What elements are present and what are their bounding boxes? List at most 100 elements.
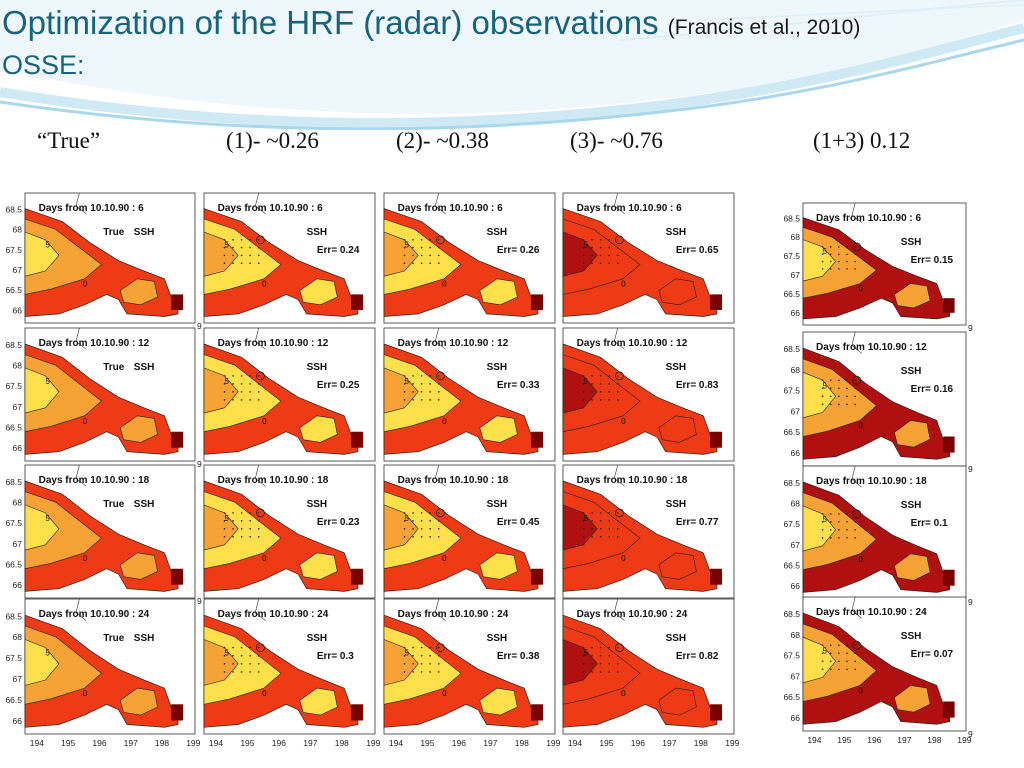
obs-dot bbox=[403, 399, 406, 401]
obs-dot bbox=[403, 262, 406, 265]
obs-dot bbox=[257, 399, 260, 401]
y-tick-label: 68 bbox=[13, 361, 23, 371]
y-tick-label: 67.5 bbox=[783, 519, 800, 529]
x-tick-label: 199 bbox=[546, 738, 560, 748]
panel-header: Days from 10.10.90 : 24 bbox=[816, 607, 927, 618]
panel-variable-label: SSH bbox=[487, 227, 508, 238]
obs-dot bbox=[412, 536, 414, 538]
obs-dot bbox=[838, 253, 840, 256]
obs-dot bbox=[608, 528, 610, 530]
y-tick-label: 66 bbox=[13, 716, 23, 726]
contour-band bbox=[383, 354, 462, 433]
obs-dot bbox=[838, 521, 840, 523]
panel-variable-label: SSH bbox=[307, 633, 328, 644]
obs-dot bbox=[846, 668, 848, 671]
radar-site-icon bbox=[256, 371, 265, 381]
obs-dot bbox=[821, 652, 824, 655]
panel-variable-label: SSH bbox=[307, 362, 328, 373]
obs-dot bbox=[591, 536, 593, 538]
radar-site-icon bbox=[436, 643, 445, 652]
obs-dot bbox=[403, 375, 406, 377]
obs-dot bbox=[821, 644, 824, 647]
obs-dot bbox=[616, 375, 619, 377]
coastline bbox=[75, 192, 87, 215]
edge-tick-label: 9 bbox=[968, 597, 973, 607]
contour-lobe bbox=[299, 278, 338, 306]
contour-label: 5 bbox=[225, 241, 230, 250]
obs-dot bbox=[412, 391, 414, 393]
obs-dot bbox=[420, 375, 423, 377]
obs-dot bbox=[821, 379, 824, 382]
observation-dots bbox=[821, 246, 856, 270]
coastline bbox=[434, 192, 446, 215]
contour-core bbox=[383, 639, 419, 686]
y-tick-label: 68.5 bbox=[5, 477, 22, 487]
obs-dot bbox=[257, 536, 260, 538]
obs-dot bbox=[838, 268, 840, 270]
y-tick-label: 66.5 bbox=[783, 560, 800, 570]
obs-dot bbox=[403, 391, 406, 393]
coastline bbox=[75, 464, 87, 487]
x-tick-label: 198 bbox=[515, 738, 529, 748]
x-tick-label: 195 bbox=[240, 738, 254, 748]
y-tick-label: 67.5 bbox=[5, 381, 22, 391]
contour-label: 5 bbox=[584, 377, 589, 386]
panel-header: Days from 10.10.90 : 18 bbox=[398, 475, 509, 486]
panel-header: Days from 10.10.90 : 24 bbox=[39, 609, 150, 620]
outlet-mark bbox=[710, 294, 723, 310]
contour-lobe bbox=[299, 415, 338, 443]
panel-header: Days from 10.10.90 : 24 bbox=[218, 609, 329, 620]
map-panel-col2-row1: Days from 10.10.90 : 12 SSH Err= 0.33 0 5 bbox=[383, 327, 556, 462]
obs-dot bbox=[403, 671, 406, 673]
x-tick-label: 194 bbox=[568, 738, 582, 748]
coastline bbox=[613, 327, 625, 350]
obs-dot bbox=[240, 246, 243, 249]
obs-dot bbox=[429, 254, 431, 257]
obs-dot bbox=[249, 536, 251, 538]
contour-core bbox=[203, 367, 239, 414]
y-tick-label: 68 bbox=[791, 630, 801, 640]
obs-dot bbox=[829, 379, 832, 382]
map-panel-col0-row1: Days from 10.10.90 : 12 True SSH 0 5 68.5 68 67… bbox=[5, 327, 202, 469]
coastline bbox=[254, 192, 266, 215]
y-axis-ticks: 68.5 68 67.5 67 66.5 66 bbox=[783, 344, 800, 458]
obs-dot bbox=[846, 387, 848, 390]
outlet-mark bbox=[351, 431, 364, 448]
obs-dot bbox=[437, 654, 440, 657]
map-panel-col1-row2: Days from 10.10.90 : 18 SSH Err= 0.23 0 5 bbox=[203, 464, 376, 599]
obs-dot bbox=[829, 668, 832, 671]
contour-label: 5 bbox=[823, 515, 828, 524]
panel-error-label: Err= 0.77 bbox=[676, 517, 719, 528]
contour-core bbox=[24, 367, 60, 414]
obs-dot bbox=[854, 260, 856, 263]
x-tick-label: 199 bbox=[366, 738, 380, 748]
panel-variable-label: SSH bbox=[487, 362, 508, 373]
obs-dot bbox=[616, 528, 619, 530]
radar-site-icon bbox=[852, 509, 862, 519]
obs-dot bbox=[223, 239, 226, 241]
obs-dot bbox=[232, 671, 234, 673]
obs-dot bbox=[608, 663, 610, 665]
obs-dot bbox=[838, 379, 840, 382]
obs-dot bbox=[854, 537, 856, 539]
obs-dot bbox=[608, 399, 610, 401]
observation-dots bbox=[223, 375, 260, 401]
obs-dot bbox=[838, 246, 840, 248]
obs-dot bbox=[616, 399, 619, 401]
obs-dot bbox=[240, 520, 243, 522]
obs-dot bbox=[829, 253, 832, 256]
obs-dot bbox=[249, 246, 251, 249]
radar-site-icon bbox=[615, 643, 624, 652]
outlet-mark bbox=[943, 298, 955, 313]
obs-dot bbox=[821, 395, 824, 398]
contour-core bbox=[383, 231, 419, 277]
x-tick-label: 199 bbox=[957, 735, 971, 745]
contour-label: 5 bbox=[405, 241, 410, 250]
panel-variable-label: SSH bbox=[666, 633, 687, 644]
obs-dot bbox=[821, 268, 824, 270]
contour-label: 5 bbox=[405, 514, 410, 523]
obs-dot bbox=[838, 260, 840, 263]
obs-dot bbox=[599, 399, 602, 401]
obs-dot bbox=[608, 391, 610, 393]
contour-lobe bbox=[658, 552, 697, 580]
